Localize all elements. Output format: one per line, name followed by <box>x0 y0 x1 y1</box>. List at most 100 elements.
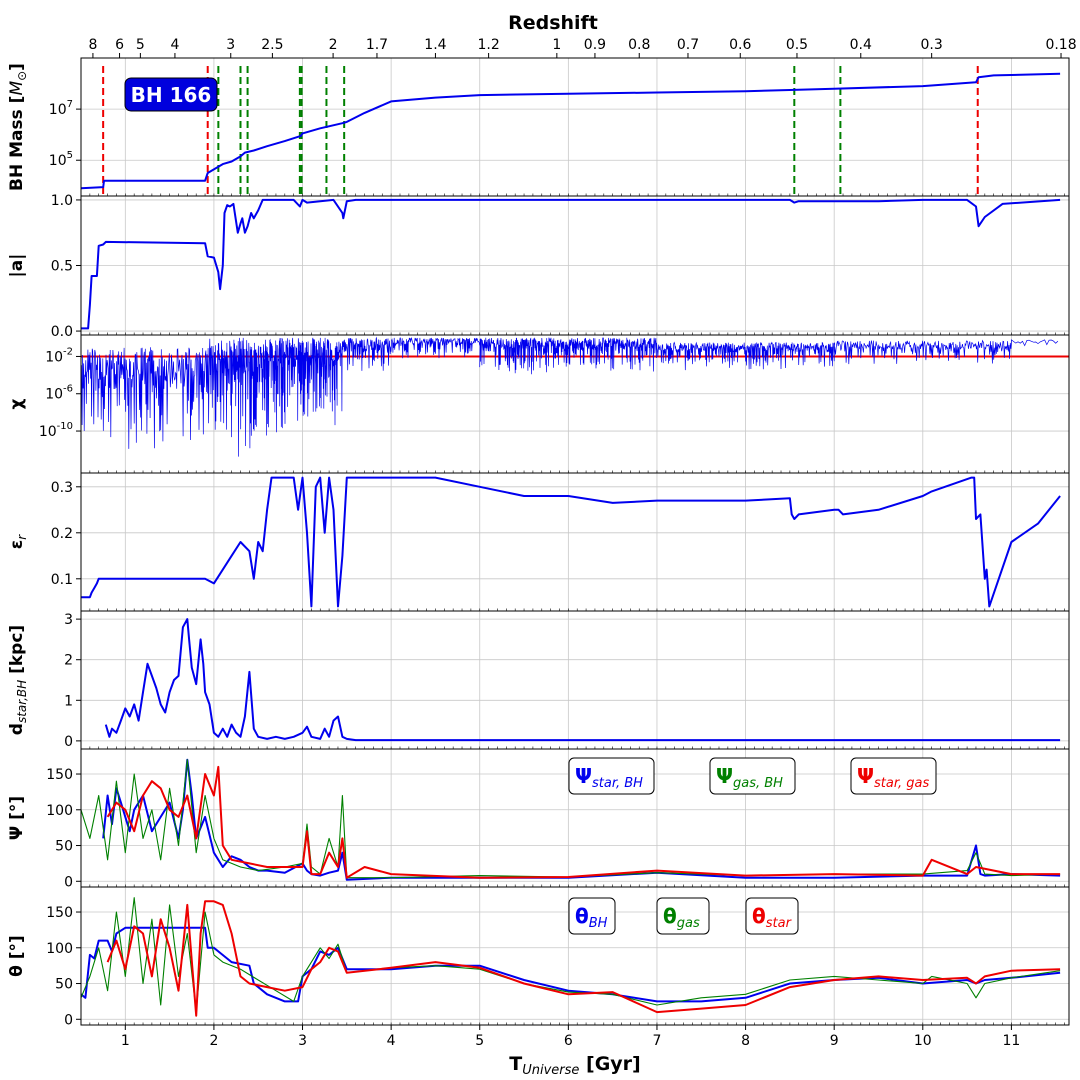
series-line <box>81 72 1061 190</box>
y-axis-label-tail: ] <box>7 63 27 71</box>
y-axis-label-main: BH Mass [ <box>7 96 27 191</box>
panel-chi: 10-2 10-6 10-10 χ <box>7 334 1070 474</box>
legend-label-sub: star, BH <box>592 776 643 791</box>
panel-spin: 0.0 0.5 1.0 |a| <box>7 193 1070 340</box>
series-line <box>81 198 1061 330</box>
y-axis-label-sub: ⊙ <box>15 71 29 81</box>
x-tick-label: 11 <box>1002 1033 1020 1049</box>
y-tick-label: 1.0 <box>51 193 73 209</box>
redshift-axis: 8 6 5 4 3 2.5 2 1.7 1.4 1.2 1 0.9 0.8 0.7 0.6 0.5 0.4 0.3… <box>88 37 1077 58</box>
y-tick-label: 1 <box>64 693 73 709</box>
y-axis-label: BH Mass [M⊙] <box>7 63 29 191</box>
legend-label-sub: star <box>766 916 793 931</box>
redshift-tick-label: 1 <box>552 37 561 53</box>
legend-item: θgas <box>656 897 710 935</box>
y-axis-label: εr <box>7 534 29 549</box>
bh-id-badge-box <box>124 77 218 112</box>
y-tick-label: 2 <box>64 653 73 669</box>
x-tick-label: 3 <box>298 1033 307 1049</box>
x-tick-label: 6 <box>564 1033 573 1049</box>
redshift-tick-label: 6 <box>115 37 124 53</box>
x-tick-label: 4 <box>387 1033 396 1049</box>
y-axis-label-main: ε <box>7 540 27 549</box>
legend-label-sub: BH <box>589 916 608 931</box>
plot-area <box>81 66 1061 196</box>
y-tick-label: 50 <box>55 977 73 993</box>
x-tick-label: 9 <box>830 1033 839 1049</box>
y-tick-exponent: -2 <box>63 346 73 357</box>
plot-area <box>81 476 1061 608</box>
redshift-tick-label: 1.7 <box>366 37 388 53</box>
panel-frame <box>80 610 1070 750</box>
redshift-tick-label: 0.5 <box>786 37 808 53</box>
plot-area <box>104 618 1061 742</box>
redshift-tick-label: 5 <box>136 37 145 53</box>
legend-box <box>709 757 796 795</box>
redshift-tick-label: 0.3 <box>921 37 943 53</box>
redshift-tick-label: 0.18 <box>1045 37 1076 53</box>
legend-box <box>745 897 799 935</box>
panel-offset: 0 1 2 3 dstar,BH [kpc] <box>7 610 1070 750</box>
y-axis-label-tail: [kpc] <box>7 625 27 680</box>
y-tick-label: 0.1 <box>51 572 73 588</box>
y-tick-label: 0.5 <box>51 259 73 275</box>
y-axis-label-main: θ [°] <box>7 935 27 977</box>
x-tick-label: 10 <box>914 1033 932 1049</box>
y-tick-exponent: -6 <box>63 384 73 395</box>
legend-box <box>850 757 937 795</box>
y-tick-exponent: 7 <box>67 99 73 110</box>
y-tick-label: 100 <box>46 803 73 819</box>
legend-box <box>656 897 710 935</box>
panel-bh_mass: 105 107 BH Mass [M⊙] <box>7 57 1070 197</box>
y-tick-label: 0 <box>64 874 73 890</box>
y-tick-label: 10-10 <box>39 421 73 440</box>
y-axis-label-italic: M <box>7 81 27 96</box>
y-axis-label-sub: r <box>15 534 29 540</box>
y-tick-label: 150 <box>46 905 73 921</box>
redshift-tick-label: 0.6 <box>729 37 751 53</box>
y-tick-label: 0.0 <box>51 324 73 340</box>
y-tick-label: 150 <box>46 767 73 783</box>
legend-item: θstar <box>745 897 799 935</box>
panel-theta: 0 50 100 150 θ [°] θBH θgas θstar <box>7 886 1070 1028</box>
legend-item: θBH <box>568 897 616 935</box>
y-axis-label: Ψ [°] <box>7 796 27 840</box>
series-line <box>81 476 1061 608</box>
plot-area <box>81 897 1061 1017</box>
top-axis-title: Redshift <box>508 12 598 34</box>
bottom-axis-title: TUniverse [Gyr] <box>509 1053 641 1078</box>
y-axis-label: χ <box>7 398 27 409</box>
plot-area <box>81 336 1069 457</box>
redshift-tick-label: 8 <box>88 37 97 53</box>
panel-efficiency: 0.1 0.2 0.3 εr <box>7 472 1070 612</box>
y-axis-label: |a| <box>7 254 27 278</box>
y-tick-label: 100 <box>46 941 73 957</box>
y-axis-label-sub: star,BH <box>15 680 29 723</box>
series-line <box>106 900 1061 1017</box>
y-tick-label: 0.3 <box>51 480 73 496</box>
y-tick-label: 0 <box>64 1012 73 1028</box>
panel-psi: 0 50 100 150 Ψ [°] Ψstar, BH Ψgas, BH Ψstar, ga… <box>7 748 1070 890</box>
legend-item: Ψgas, BH <box>709 757 796 795</box>
y-tick-label: 107 <box>49 99 73 118</box>
legend-label-sub: gas <box>677 916 700 931</box>
y-axis-label-main: |a| <box>7 254 27 278</box>
time-axis: 1 2 3 4 5 6 7 8 9 10 11 <box>121 1025 1020 1049</box>
series-line <box>106 765 1061 879</box>
legend-box <box>568 757 655 795</box>
plot-area <box>81 198 1061 330</box>
y-tick-label: 0 <box>64 734 73 750</box>
redshift-tick-label: 2.5 <box>261 37 283 53</box>
y-tick-exponent: -10 <box>57 421 73 432</box>
y-tick-exponent: 5 <box>67 150 73 161</box>
panel-frame <box>80 57 1070 197</box>
legend-label-sub: star, gas <box>874 776 929 791</box>
bh-id-badge: BH 166 <box>124 77 218 112</box>
redshift-tick-label: 0.9 <box>584 37 606 53</box>
legend-item: Ψstar, gas <box>850 757 937 795</box>
panel-frame <box>80 886 1070 1026</box>
x-tick-label: 2 <box>209 1033 218 1049</box>
y-axis-label-main: d <box>7 723 27 735</box>
